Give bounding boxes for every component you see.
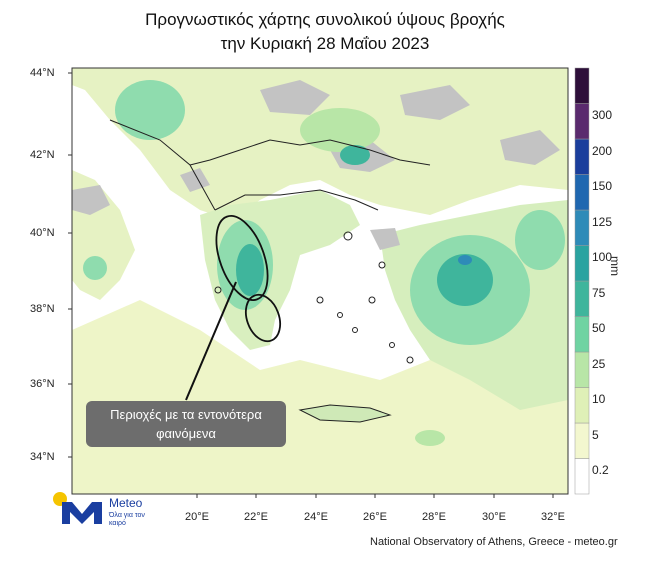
rain-core-south-italy — [83, 256, 107, 280]
colorbar-segment — [574, 422, 590, 459]
rain-core-turkey-peak — [458, 255, 472, 265]
lon-label-22: 22°E — [244, 511, 268, 523]
lat-label-42: 42°N — [30, 149, 55, 161]
rain-core-central-balkans — [300, 108, 380, 152]
rain-core-bulgaria — [340, 145, 370, 165]
lat-label-38: 38°N — [30, 303, 55, 315]
dry-patch-7 — [180, 168, 210, 192]
logo-m-shape — [62, 502, 102, 524]
map-frame — [71, 67, 569, 495]
island-cyclades-1 — [316, 296, 324, 304]
colorbar-label: 0.2 — [592, 463, 609, 478]
rain-core-sea-south — [415, 430, 445, 446]
lon-label-32: 32°E — [541, 511, 565, 523]
lat-label-34: 34°N — [30, 451, 55, 463]
dry-patch-6 — [370, 228, 400, 250]
island-lesvos — [343, 231, 353, 241]
rain-core-northwest-balkans — [115, 80, 185, 140]
rain-core-western-turkey-heavy — [437, 254, 493, 306]
island-dodecanese-1 — [389, 342, 395, 348]
lon-label-24: 24°E — [304, 511, 328, 523]
colorbar-label: 50 — [592, 321, 606, 336]
rain-core-eastern-turkey — [515, 210, 565, 270]
lon-label-20: 20°E — [185, 511, 209, 523]
lat-label-40: 40°N — [30, 227, 55, 239]
colorbar-segment — [574, 280, 590, 317]
colorbar-segment — [574, 245, 590, 282]
colorbar-unit: mm — [608, 256, 622, 276]
border-bulgaria — [239, 139, 431, 166]
colorbar-label: 5 — [592, 427, 599, 442]
lat-label-44: 44°N — [30, 67, 55, 79]
colorbar-segment — [574, 351, 590, 388]
lon-label-28: 28°E — [422, 511, 446, 523]
border-balkans-west — [109, 119, 216, 211]
colorbar-segment — [574, 67, 590, 104]
island-cyclades-3 — [352, 327, 358, 333]
annotation-box: Περιοχές με τα εντονότερα φαινόμενα — [86, 401, 286, 447]
colorbar-segment — [574, 387, 590, 424]
logo-tagline: Όλα για τον καιρό — [109, 512, 145, 527]
colorbar-label: 25 — [592, 356, 606, 371]
dry-patch-1 — [260, 80, 330, 115]
island-kefalonia — [214, 286, 222, 294]
colorbar-label: 100 — [592, 250, 613, 265]
annotation-arrow — [185, 281, 237, 401]
colorbar-label: 200 — [592, 143, 613, 158]
colorbar — [574, 67, 590, 495]
border-albania-north — [189, 149, 241, 166]
colorbar-segment — [574, 174, 590, 211]
island-cyclades-4 — [368, 296, 376, 304]
map-field — [72, 68, 568, 494]
annotation-ellipse-south — [244, 293, 282, 343]
dry-patch-2 — [400, 85, 470, 120]
colorbar-segment — [574, 316, 590, 353]
colorbar-label: 300 — [592, 108, 613, 123]
logo-name: Meteo — [109, 496, 143, 510]
border-greece-north — [214, 189, 379, 211]
lat-label-36: 36°N — [30, 378, 55, 390]
colorbar-segment — [574, 103, 590, 140]
colorbar-segment — [574, 209, 590, 246]
colorbar-label: 150 — [592, 179, 613, 194]
colorbar-label: 75 — [592, 285, 606, 300]
island-chios — [378, 261, 386, 269]
lon-label-30: 30°E — [482, 511, 506, 523]
map-title-line2: την Κυριακή 28 Μαΐου 2023 — [220, 34, 430, 53]
axis-ticks — [68, 72, 554, 498]
dry-patch-4 — [500, 130, 560, 165]
lon-label-26: 26°E — [363, 511, 387, 523]
map-title-line1: Προγνωστικός χάρτης συνολικού ύψους βροχ… — [145, 10, 505, 29]
crete-island — [298, 404, 392, 423]
dry-patch-5 — [72, 185, 110, 215]
island-dodecanese-2 — [406, 356, 414, 364]
island-cyclades-2 — [337, 312, 343, 318]
colorbar-segment — [574, 458, 590, 495]
colorbar-label: 125 — [592, 214, 613, 229]
credit-text: National Observatory of Athens, Greece -… — [370, 536, 618, 548]
colorbar-label: 10 — [592, 392, 606, 407]
rain-core-western-greece-heavy — [236, 244, 264, 296]
colorbar-segment — [574, 138, 590, 175]
annotation-ellipse-north — [215, 215, 269, 301]
